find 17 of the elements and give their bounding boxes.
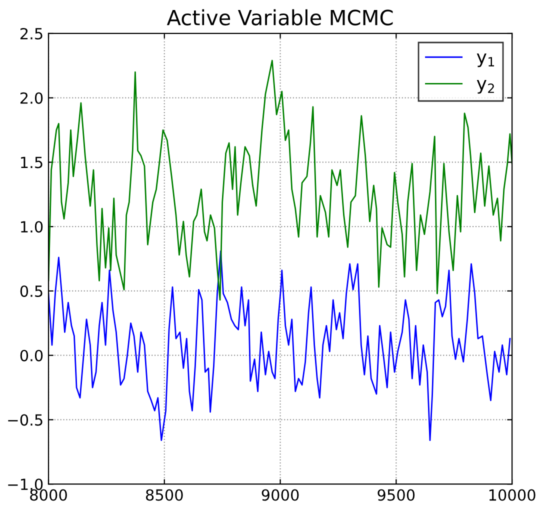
x-tick-label: 8000 bbox=[30, 489, 67, 501]
y-tick-label: 1.5 bbox=[21, 156, 42, 168]
legend-label: y$_{1}$ bbox=[476, 54, 494, 68]
x-tick-label: 9500 bbox=[378, 489, 415, 501]
y-tick-label: −1.0 bbox=[8, 478, 43, 490]
y-tick-label: 0.5 bbox=[20, 285, 42, 297]
x-tick-label: 10000 bbox=[489, 489, 536, 501]
x-tick-label: 8500 bbox=[146, 489, 183, 501]
chart-title: Active Variable MCMC bbox=[166, 9, 393, 26]
y-tick-label: 2.0 bbox=[20, 92, 43, 104]
y-tick-label: −0.5 bbox=[8, 414, 42, 426]
y-tick-label: 2.5 bbox=[20, 28, 42, 40]
line-series bbox=[48, 250, 511, 442]
y-tick-label: 1.0 bbox=[21, 221, 43, 233]
x-tick-label: 9000 bbox=[262, 489, 299, 501]
y-tick-label: 0.0 bbox=[20, 350, 43, 362]
legend-label: y$_{2}$ bbox=[476, 80, 494, 94]
